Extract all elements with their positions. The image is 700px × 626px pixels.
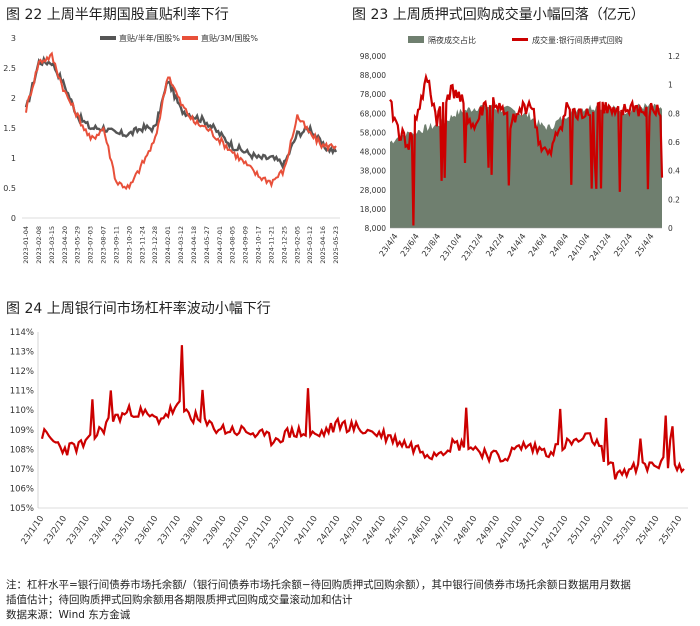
chart2-y-left-tick-label: 88,000 xyxy=(360,71,386,80)
chart2-legend-label: 成交量:银行间质押式回购 xyxy=(532,35,623,45)
chart-figure22: 0 0.5 1 1.5 2 2.5 3 2023-01-04 2023-02-08 2023-03… xyxy=(3,33,340,264)
chart1-x-tick-label: 2023-07-03 xyxy=(87,226,95,264)
figure24-title: 图 24 上周银行间市场杠杆率波动小幅下行 xyxy=(6,301,271,317)
chart1-x-tick-label: 2023-09-11 xyxy=(112,226,120,264)
chart1-x-tick-label: 2023-02-08 xyxy=(35,226,43,264)
chart2-y-left-tick-label: 78,000 xyxy=(360,90,386,99)
chart1-x-tick-label: 2023-12-28 xyxy=(151,226,159,264)
chart2-y-right-tick-label: 0.4 xyxy=(668,167,680,176)
chart2-y-left-tick-label: 98,000 xyxy=(360,52,386,61)
chart1-series-3m-line xyxy=(25,51,337,191)
chart1-x-tick-label: 2023-10-20 xyxy=(125,226,133,264)
chart2-x-tick-label: 25/2/4 xyxy=(612,232,634,258)
note-line1: 注：杠杆水平=银行间债券市场托余额/（银行间债券市场托余额−待回购质押式回购余额… xyxy=(6,579,631,591)
chart2-y-left-tick-label: 18,000 xyxy=(360,205,386,214)
chart2-legend-swatch xyxy=(512,38,528,41)
chart3-y-tick-label: 110% xyxy=(10,406,34,416)
chart1-x-tick-label: 2024-07-01 xyxy=(216,226,224,264)
chart1-x-tick-label: 2024-03-12 xyxy=(177,226,185,264)
chart2-y-left-tick-label: 38,000 xyxy=(360,167,386,176)
chart2-y-right-tick-label: 1 xyxy=(668,81,673,90)
chart2-y-left-tick-label: 68,000 xyxy=(360,109,386,118)
chart2-legend-label: 隔夜成交占比 xyxy=(428,35,476,45)
chart1-x-tick-label: 2023-08-07 xyxy=(100,226,108,264)
chart1-x-tick-label: 2023-11-24 xyxy=(138,226,146,264)
chart2-x-tick-label: 23/4/4 xyxy=(377,232,399,258)
chart2-y-left-tick-label: 58,000 xyxy=(360,128,386,137)
chart1-x-tick-label: 2024-04-18 xyxy=(190,226,198,264)
chart3-y-tick-label: 107% xyxy=(10,465,34,475)
chart1-legend-label: 直贴/3M/国股% xyxy=(201,33,258,43)
chart2-y-right-tick-label: 0.8 xyxy=(668,109,680,118)
chart2-y-left-tick-label: 8,000 xyxy=(365,224,387,233)
chart1-y-tick-label: 3 xyxy=(11,34,16,43)
chart1-x-tick-label: 2025-05-23 xyxy=(332,226,340,264)
chart1-legend-swatch xyxy=(182,36,198,40)
chart1-x-tick-label: 2024-05-27 xyxy=(203,226,211,264)
chart1-legend-swatch xyxy=(100,36,116,40)
chart2-x-tick-label: 23/12/4 xyxy=(460,232,485,262)
note-line2: 插值估计；待回购质押式回购余额用各期限质押式回购成交量滚动加和估计 xyxy=(6,594,353,606)
chart1-x-tick-label: 2024-12-25 xyxy=(280,226,288,264)
chart1-x-tick-label: 2024-10-17 xyxy=(255,226,263,264)
chart2-y-right-tick-label: 0.2 xyxy=(668,195,680,204)
chart3-y-tick-label: 108% xyxy=(10,445,34,455)
chart3-y-tick-label: 105% xyxy=(10,504,34,514)
chart2-y-left-tick-label: 48,000 xyxy=(360,148,386,157)
chart1-x-tick-label: 2024-09-09 xyxy=(242,226,250,264)
chart1-y-tick-label: 0.5 xyxy=(3,184,16,193)
chart2-x-tick-label: 24/2/4 xyxy=(484,232,506,258)
chart1-x-tick-label: 2023-01-04 xyxy=(22,226,30,264)
chart1-x-tick-label: 2023-05-29 xyxy=(74,226,82,264)
chart2-x-tick-label: 24/8/4 xyxy=(548,232,570,258)
chart2-x-tick-label: 23/6/4 xyxy=(399,232,421,258)
chart1-x-tick-label: 2023-03-15 xyxy=(48,226,56,264)
chart1-legend-label: 直贴/半年/国股% xyxy=(119,33,180,43)
chart3-y-tick-label: 109% xyxy=(10,426,34,436)
chart1-y-tick-label: 0 xyxy=(11,214,16,223)
chart1-x-tick-label: 2023-04-20 xyxy=(61,226,69,264)
chart2-x-tick-label: 25/4/4 xyxy=(633,232,655,258)
chart2-legend-swatch xyxy=(408,36,424,43)
chart1-y-tick-label: 1 xyxy=(11,154,16,163)
chart3-series-leverage-line xyxy=(40,345,685,480)
chart1-x-tick-label: 2024-08-05 xyxy=(229,226,237,264)
chart1-x-tick-label: 2024-02-01 xyxy=(164,226,172,264)
figure22-title: 图 22 上周半年期国股直贴利率下行 xyxy=(6,7,229,23)
chart1-x-tick-label: 2025-02-05 xyxy=(293,226,301,264)
chart1-y-tick-label: 2.5 xyxy=(3,64,16,73)
chart2-x-tick-label: 24/4/4 xyxy=(505,232,527,258)
chart1-x-tick-label: 2025-03-12 xyxy=(306,226,314,264)
chart-figure23: 8,000 18,000 28,000 38,000 48,000 58,000 68,00… xyxy=(360,35,680,262)
chart2-series-repo-volume-line xyxy=(389,72,664,226)
chart2-y-left-tick-label: 28,000 xyxy=(360,186,386,195)
chart2-y-right-tick-label: 0.6 xyxy=(668,138,680,147)
data-source: 数据来源：Wind 东方金诚 xyxy=(6,609,131,621)
chart1-series-halfyear-line xyxy=(24,55,338,171)
chart3-y-tick-label: 113% xyxy=(10,348,34,358)
chart3-y-tick-label: 106% xyxy=(10,484,34,494)
chart1-x-tick-label: 2025-04-16 xyxy=(319,226,327,264)
chart2-y-right-tick-label: 0 xyxy=(668,224,673,233)
chart2-y-right-tick-label: 1.2 xyxy=(668,52,680,61)
figure23-title: 图 23 上周质押式回购成交量小幅回落（亿元） xyxy=(352,7,645,23)
chart3-y-tick-label: 111% xyxy=(10,387,34,397)
chart3-y-tick-label: 112% xyxy=(10,367,34,377)
chart1-y-tick-label: 1.5 xyxy=(3,124,16,133)
chart1-x-tick-label: 2024-11-21 xyxy=(267,226,275,264)
chart-figure24: 105% 106% 107% 108% 109% 110% 111% 112% 113% 114%… xyxy=(10,328,688,551)
chart2-x-tick-label: 24/6/4 xyxy=(527,232,549,258)
chart3-x-tick-label: 25/5/10 xyxy=(657,514,684,547)
chart2-x-tick-label: 23/8/4 xyxy=(420,232,442,258)
chart1-y-tick-label: 2 xyxy=(11,94,16,103)
chart3-y-tick-label: 114% xyxy=(10,328,34,338)
chart2-x-tick-label: 24/12/4 xyxy=(588,232,613,262)
